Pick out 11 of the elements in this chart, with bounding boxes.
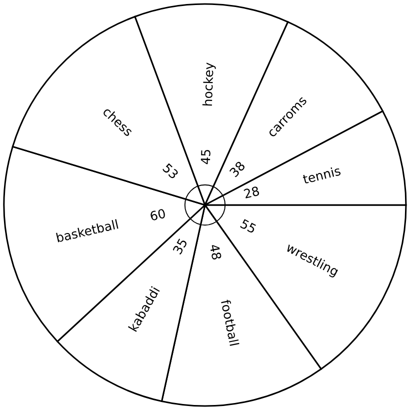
- data-label: 53: [162, 162, 179, 180]
- data-label: 55: [240, 218, 257, 234]
- slice-label: football: [220, 299, 240, 346]
- data-label: 48: [210, 244, 222, 260]
- slice-label: hockey: [202, 62, 216, 106]
- data-label: 45: [200, 150, 211, 164]
- data-label: 38: [229, 160, 246, 178]
- slice-label: tennis: [302, 166, 341, 184]
- data-label: 60: [150, 208, 166, 221]
- data-label: 28: [244, 186, 260, 199]
- data-label: 35: [172, 238, 188, 255]
